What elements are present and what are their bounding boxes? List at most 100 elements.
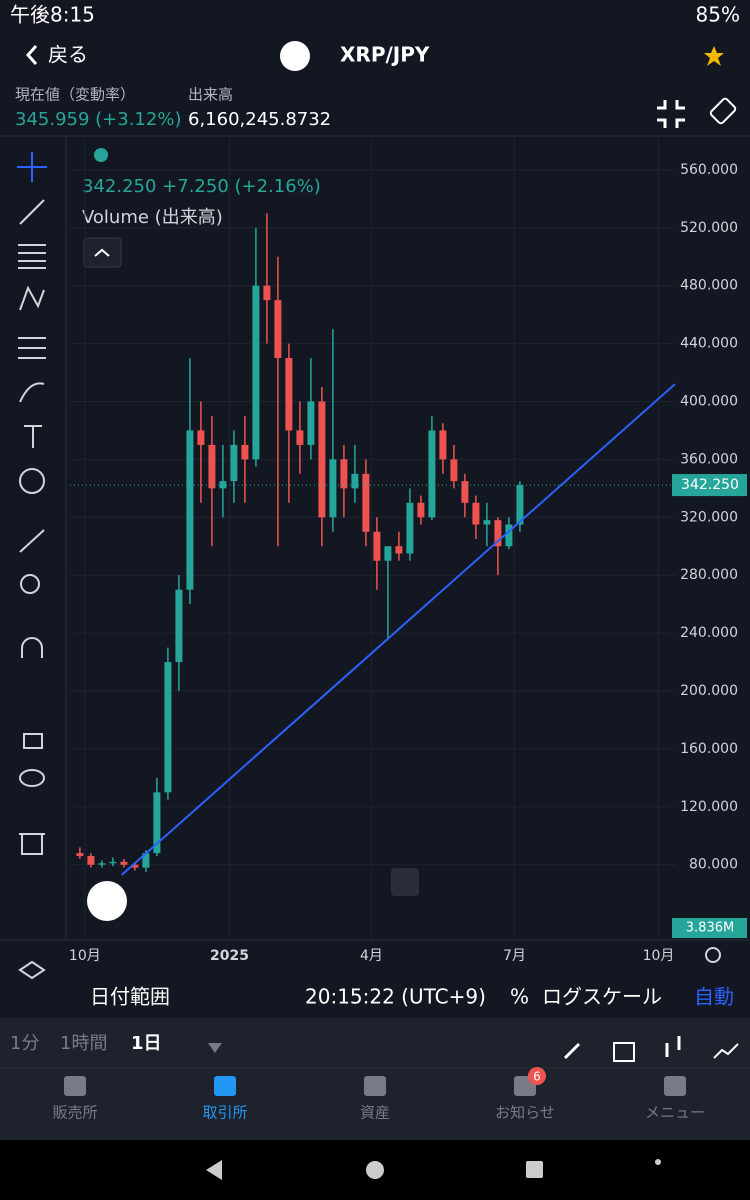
zoom-tool[interactable] xyxy=(20,574,40,594)
y-tick-label: 240.000 xyxy=(680,625,738,641)
reset-button[interactable] xyxy=(391,868,419,896)
fib-tool[interactable] xyxy=(18,244,46,269)
ohlc-legend: 342.250 +7.250 (+2.16%) xyxy=(82,176,321,197)
candle-body xyxy=(175,589,183,663)
collapse-button[interactable] xyxy=(83,237,122,268)
y-tick-label: 440.000 xyxy=(680,336,738,352)
y-tick-label: 560.000 xyxy=(680,162,738,178)
fullscreen-icon[interactable] xyxy=(657,100,685,128)
pair-title: XRP/JPY xyxy=(340,43,430,67)
auto-toggle[interactable]: 自動 xyxy=(694,985,734,1009)
candle-icon[interactable] xyxy=(665,1036,681,1057)
interval[interactable]: 1時間 xyxy=(60,1033,107,1054)
candle-body xyxy=(76,853,84,857)
brush-tool[interactable] xyxy=(19,382,45,403)
nav-icon xyxy=(664,1076,686,1096)
candle-body xyxy=(87,856,95,865)
nav-icon xyxy=(64,1076,86,1096)
trend-line xyxy=(121,383,676,876)
candle-body xyxy=(351,473,359,489)
drawing-toolbar xyxy=(17,152,47,980)
settings-icon[interactable] xyxy=(705,947,721,963)
volume-last: 3.836M xyxy=(686,921,734,936)
nav-item[interactable]: 取引所 xyxy=(202,1104,247,1122)
status-bar xyxy=(0,0,750,30)
ruler-tool[interactable] xyxy=(19,529,45,553)
rotate-icon[interactable] xyxy=(709,97,737,125)
badge-count: 6 xyxy=(533,1070,541,1084)
delete-tool[interactable] xyxy=(19,833,45,855)
candle-body xyxy=(120,861,128,865)
candle-body xyxy=(208,444,216,489)
magnet-tool[interactable] xyxy=(21,637,43,658)
nav-back[interactable] xyxy=(206,1160,222,1180)
candle-body xyxy=(241,444,249,460)
back-button[interactable]: 戻る xyxy=(48,43,88,67)
y-tick-label: 400.000 xyxy=(680,393,738,409)
forecast-tool[interactable] xyxy=(18,337,46,359)
candle-body xyxy=(395,546,403,554)
x-tick-label: 4月 xyxy=(360,948,383,964)
volume: 6,160,245.8732 xyxy=(188,109,331,130)
y-tick-label: 120.000 xyxy=(680,799,738,815)
candle-body xyxy=(483,520,491,525)
candle-body xyxy=(142,853,150,868)
nav-accessibility[interactable] xyxy=(655,1159,661,1165)
candle-body xyxy=(384,546,392,561)
candle-body xyxy=(516,485,524,525)
candle-body xyxy=(197,430,205,445)
coin-icon xyxy=(280,41,310,71)
candle-body xyxy=(131,864,139,868)
candle-body xyxy=(186,430,194,590)
draw-icon[interactable] xyxy=(563,1042,581,1060)
battery: 85% xyxy=(696,3,740,27)
layers-tool[interactable] xyxy=(18,960,46,980)
nav-recents[interactable] xyxy=(526,1161,543,1178)
nav-item[interactable]: お知らせ xyxy=(495,1104,555,1122)
candle-body xyxy=(164,662,172,793)
candle-body xyxy=(329,459,337,518)
candle-body xyxy=(252,285,260,460)
nav-item[interactable]: 販売所 xyxy=(52,1104,97,1122)
candle-body xyxy=(450,459,458,482)
candle-body xyxy=(340,459,348,489)
date-range[interactable]: 日付範囲 xyxy=(90,985,170,1009)
lock-tool[interactable] xyxy=(23,733,43,749)
candle-body xyxy=(472,502,480,525)
crosshair-tool[interactable] xyxy=(17,152,47,182)
nav-home[interactable] xyxy=(366,1161,384,1179)
candle-body xyxy=(505,524,513,547)
interval[interactable]: 1分 xyxy=(10,1033,39,1054)
pattern-tool[interactable] xyxy=(19,285,45,311)
text-tool[interactable] xyxy=(24,425,42,448)
candle-body xyxy=(439,430,447,460)
nav-item[interactable]: メニュー xyxy=(645,1104,705,1122)
emoji-tool[interactable] xyxy=(19,468,45,494)
interval[interactable]: 1日 xyxy=(131,1033,162,1054)
nav-item[interactable]: 資産 xyxy=(360,1104,390,1122)
hide-tool[interactable] xyxy=(19,769,45,787)
back-icon[interactable] xyxy=(25,45,38,65)
candle-body xyxy=(263,285,271,301)
interval-dropdown[interactable] xyxy=(208,1043,222,1053)
candle-body xyxy=(274,300,282,359)
last-price-label: 342.250 xyxy=(681,477,739,493)
y-tick-label: 80.000 xyxy=(689,857,738,873)
x-tick-label: 2025 xyxy=(210,948,249,964)
y-tick-label: 280.000 xyxy=(680,567,738,583)
line-tool[interactable] xyxy=(19,199,45,225)
indicator-icon[interactable] xyxy=(713,1043,739,1059)
candle-body xyxy=(98,863,106,865)
price-label: 現在値（変動率） xyxy=(15,86,135,104)
candle-body xyxy=(417,502,425,518)
nav-icon xyxy=(364,1076,386,1096)
candle-body xyxy=(362,473,370,532)
indicator-legend: Volume (出来高) xyxy=(82,207,223,228)
status-time: 午後8:15 xyxy=(10,3,95,27)
candle-body xyxy=(494,520,502,547)
favorite[interactable] xyxy=(704,46,724,66)
save-icon[interactable] xyxy=(613,1042,635,1062)
log-toggle[interactable]: ログスケール xyxy=(542,985,662,1009)
price: 345.959 (+3.12%) xyxy=(15,109,181,130)
percent-toggle[interactable]: % xyxy=(510,985,529,1009)
